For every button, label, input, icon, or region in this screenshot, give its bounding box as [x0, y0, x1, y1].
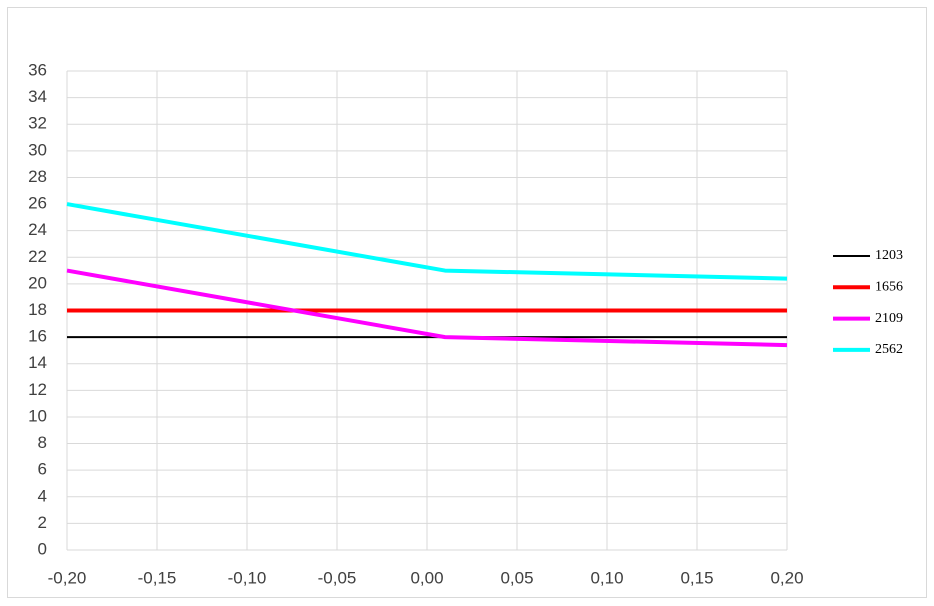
y-tick-label: 28	[28, 167, 47, 186]
y-tick-label: 34	[28, 87, 47, 106]
y-tick-label: 22	[28, 247, 47, 266]
chart-border	[7, 7, 927, 598]
y-tick-label: 2	[38, 513, 47, 532]
x-tick-label: -0,10	[228, 568, 267, 587]
x-tick-label: 0,00	[410, 568, 443, 587]
x-tick-label: -0,05	[318, 568, 357, 587]
y-tick-label: 24	[28, 220, 47, 239]
legend-label: 1203	[875, 248, 903, 263]
y-tick-label: 36	[28, 60, 47, 79]
y-tick-label: 32	[28, 114, 47, 133]
y-tick-label: 12	[28, 380, 47, 399]
y-tick-label: 8	[38, 433, 47, 452]
legend-label: 1656	[875, 280, 903, 295]
y-tick-label: 18	[28, 300, 47, 319]
x-tick-label: 0,10	[590, 568, 623, 587]
series-line	[66, 268, 788, 348]
x-tick-label: 0,05	[500, 568, 533, 587]
legend-label: 2562	[875, 342, 903, 357]
y-tick-label: 6	[38, 460, 47, 479]
y-tick-label: 10	[28, 406, 47, 425]
legend-label: 2109	[875, 311, 903, 326]
y-tick-label: 4	[38, 486, 47, 505]
y-tick-label: 30	[28, 140, 47, 159]
y-tick-label: 20	[28, 273, 47, 292]
y-tick-label: 0	[38, 539, 47, 558]
x-tick-label: -0,15	[138, 568, 177, 587]
y-tick-label: 14	[28, 353, 47, 372]
y-tick-label: 16	[28, 327, 47, 346]
x-tick-label: 0,15	[680, 568, 713, 587]
series-line	[66, 202, 788, 281]
y-tick-label: 26	[28, 194, 47, 213]
x-tick-label: 0,20	[770, 568, 803, 587]
x-tick-label: -0,20	[48, 568, 87, 587]
